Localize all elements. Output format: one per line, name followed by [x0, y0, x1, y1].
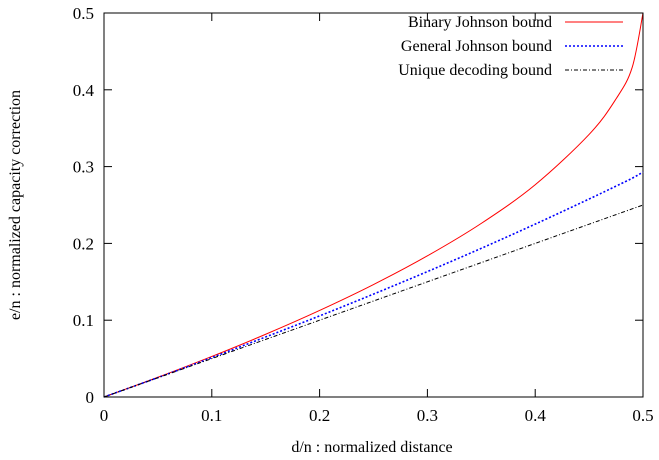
series-line-unique-decoding-bound — [103, 204, 644, 398]
legend-label: Binary Johnson bound — [408, 14, 552, 31]
legend: Binary Johnson bound General Johnson boun… — [398, 14, 623, 79]
y-tick-label: 0.2 — [73, 234, 94, 253]
legend-label: General Johnson bound — [401, 38, 552, 55]
legend-entry-general-johnson-bound: General Johnson bound — [401, 38, 623, 55]
legend-label: Unique decoding bound — [398, 62, 552, 79]
x-tick-label: 0.3 — [417, 406, 438, 425]
x-tick-label: 0 — [100, 406, 109, 425]
legend-entry-unique-decoding-bound: Unique decoding bound — [398, 62, 623, 79]
x-axis-label: d/n : normalized distance — [291, 439, 452, 456]
x-tick-label: 0.4 — [525, 406, 547, 425]
y-tick-label: 0 — [86, 388, 95, 407]
x-tick-label: 0.5 — [632, 406, 653, 425]
y-tick-label: 0.5 — [73, 4, 94, 23]
series-line-binary-johnson-bound — [103, 12, 644, 398]
legend-entry-binary-johnson-bound: Binary Johnson bound — [408, 14, 623, 31]
y-tick-label: 0.1 — [73, 311, 94, 330]
plot-frame — [103, 12, 644, 398]
y-tick-label: 0.3 — [73, 158, 94, 177]
y-axis-label: e/n : normalized capacity correction — [7, 90, 24, 320]
x-tick-label: 0.2 — [309, 406, 330, 425]
y-tick-label: 0.4 — [73, 81, 95, 100]
x-tick-label: 0.1 — [201, 406, 222, 425]
